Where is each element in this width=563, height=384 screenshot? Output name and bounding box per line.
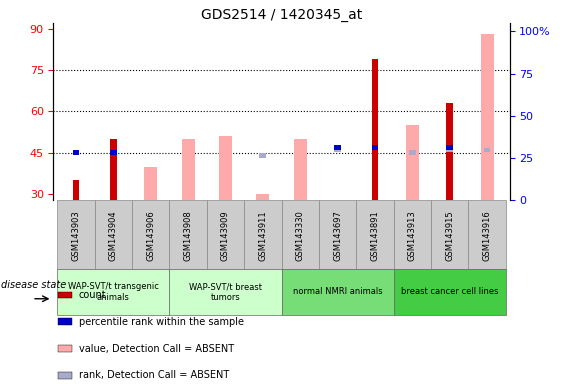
Text: normal NMRI animals: normal NMRI animals <box>293 287 382 296</box>
Bar <box>207 200 244 269</box>
Text: GSM143903: GSM143903 <box>72 210 81 261</box>
Text: percentile rank within the sample: percentile rank within the sample <box>79 317 244 327</box>
Bar <box>446 145 453 150</box>
Bar <box>219 136 232 200</box>
Bar <box>294 139 307 200</box>
Text: GSM143916: GSM143916 <box>482 210 491 261</box>
Bar <box>144 167 157 200</box>
Bar <box>132 200 169 269</box>
Title: GDS2514 / 1420345_at: GDS2514 / 1420345_at <box>201 8 362 22</box>
Bar <box>256 194 269 200</box>
Bar <box>169 200 207 269</box>
Bar <box>409 150 415 155</box>
Bar <box>110 150 117 155</box>
Bar <box>334 147 341 152</box>
Bar <box>372 59 378 200</box>
Text: GSM143697: GSM143697 <box>333 210 342 261</box>
Bar <box>356 200 394 269</box>
Text: GSM143911: GSM143911 <box>258 210 267 261</box>
Text: GSM143330: GSM143330 <box>296 210 305 261</box>
Text: GSM143908: GSM143908 <box>184 210 193 261</box>
Text: value, Detection Call = ABSENT: value, Detection Call = ABSENT <box>79 344 234 354</box>
Bar <box>394 269 506 315</box>
Bar <box>58 372 72 379</box>
Bar <box>334 145 341 150</box>
Bar <box>319 200 356 269</box>
Bar <box>484 147 490 152</box>
Bar <box>181 139 195 200</box>
Text: count: count <box>79 290 106 300</box>
Text: breast cancer cell lines: breast cancer cell lines <box>401 287 498 296</box>
Bar <box>468 200 506 269</box>
Bar <box>446 103 453 200</box>
Bar <box>282 269 394 315</box>
Bar <box>57 269 169 315</box>
Bar <box>282 200 319 269</box>
Bar <box>394 200 431 269</box>
Bar <box>58 291 72 298</box>
Text: GSM143906: GSM143906 <box>146 210 155 261</box>
Bar <box>431 200 468 269</box>
Bar <box>73 180 79 200</box>
Bar <box>58 345 72 352</box>
Bar <box>446 147 453 152</box>
Text: disease state: disease state <box>1 280 66 290</box>
Text: GSM143909: GSM143909 <box>221 210 230 261</box>
Bar <box>406 125 419 200</box>
Bar <box>372 145 378 150</box>
Bar <box>169 269 282 315</box>
Bar <box>73 150 79 155</box>
Bar <box>95 200 132 269</box>
Bar <box>481 34 494 200</box>
Text: rank, Detection Call = ABSENT: rank, Detection Call = ABSENT <box>79 371 229 381</box>
Bar <box>58 318 72 325</box>
Text: GSM143913: GSM143913 <box>408 210 417 261</box>
Bar <box>244 200 282 269</box>
Text: WAP-SVT/t transgenic
animals: WAP-SVT/t transgenic animals <box>68 282 159 301</box>
Text: WAP-SVT/t breast
tumors: WAP-SVT/t breast tumors <box>189 282 262 301</box>
Bar <box>260 153 266 158</box>
Bar <box>110 139 117 200</box>
Text: GSM143891: GSM143891 <box>370 210 379 261</box>
Text: GSM143915: GSM143915 <box>445 210 454 261</box>
Text: GSM143904: GSM143904 <box>109 210 118 261</box>
Bar <box>57 200 95 269</box>
